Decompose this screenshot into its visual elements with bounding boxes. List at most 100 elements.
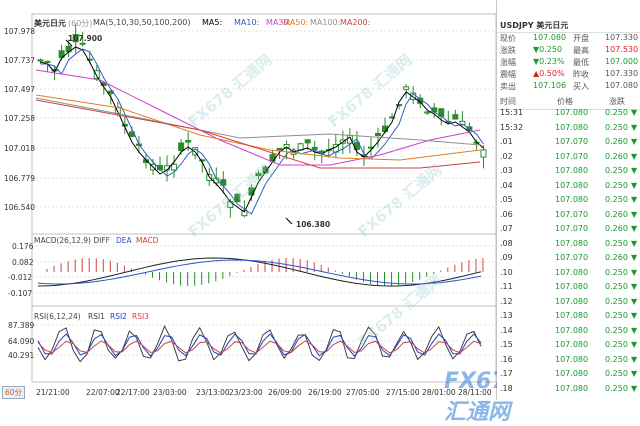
quote-field-value: ▲0.50% bbox=[533, 69, 565, 78]
tick-price: 107.080 bbox=[555, 340, 589, 349]
tick-time: .06 bbox=[500, 209, 513, 219]
macd-header: MACD(26,12,9) DIFF bbox=[34, 236, 110, 245]
down-arrow-icon: ▼ bbox=[631, 369, 638, 378]
tick-change: 0.250 bbox=[605, 325, 628, 335]
tick-row[interactable]: .04 107.080 0.250 ▼ bbox=[497, 181, 640, 194]
tick-change: 0.250 bbox=[605, 311, 628, 320]
low-marker-label: 106.380 bbox=[296, 220, 331, 229]
tick-header-row: 时间 价格 涨跌 bbox=[497, 96, 640, 110]
macd-tick: 0.082 bbox=[12, 258, 34, 267]
col-change-header: 涨跌 bbox=[609, 97, 625, 106]
tick-row[interactable]: .16 107.080 0.250 ▼ bbox=[497, 355, 640, 368]
tick-row[interactable]: .12 107.080 0.250 ▼ bbox=[497, 297, 640, 310]
candle-body bbox=[318, 150, 325, 153]
tick-change: 0.250 bbox=[605, 340, 628, 349]
chart-canvas[interactable] bbox=[0, 0, 497, 400]
candle-body bbox=[100, 82, 107, 86]
chart-period-label: (60分) bbox=[68, 19, 93, 28]
candle-body bbox=[220, 179, 227, 186]
candle-body bbox=[79, 42, 86, 45]
tick-row[interactable]: .02 107.070 0.260 ▼ bbox=[497, 152, 640, 165]
tick-row[interactable]: .05 107.080 0.250 ▼ bbox=[497, 195, 640, 208]
quote-field-label: 现价 bbox=[500, 34, 516, 43]
candle-body bbox=[375, 132, 381, 137]
tick-row[interactable]: .14 107.080 0.250 ▼ bbox=[497, 326, 640, 339]
candle-body bbox=[424, 111, 431, 114]
time-axis-label: 23/03:00 bbox=[153, 388, 187, 397]
tick-row[interactable]: .09 107.070 0.260 ▼ bbox=[497, 253, 640, 266]
time-axis-label: 23/13:00 bbox=[196, 388, 230, 397]
quote-field-label: 买入 bbox=[573, 82, 589, 91]
down-arrow-icon: ▼ bbox=[631, 383, 638, 393]
rsi-tick: 40.291 bbox=[8, 351, 35, 360]
time-axis-label: 28/01:00 bbox=[422, 388, 456, 397]
quote-title-row: USDJPY 美元日元 bbox=[497, 20, 640, 33]
down-arrow-icon: ▼ bbox=[631, 238, 638, 248]
tick-change: 0.250 bbox=[605, 195, 628, 204]
kline-chart-panel[interactable]: 美元日元 (60分) MA(5,10,30,50,100,200) MA5: MA… bbox=[0, 0, 522, 425]
tick-change: 0.250 bbox=[605, 122, 628, 132]
ma100-line bbox=[35, 97, 481, 146]
quote-field-value: 107.330 bbox=[605, 69, 639, 78]
time-axis-label: 28/11:00 bbox=[458, 388, 492, 397]
macd-tick: 0.176 bbox=[12, 242, 34, 251]
tick-row[interactable]: .01 107.070 0.260 ▼ bbox=[497, 137, 640, 150]
price-tick: 107.018 bbox=[4, 144, 36, 153]
tick-change: 0.250 bbox=[605, 296, 628, 306]
tick-row[interactable]: .17 107.080 0.250 ▼ bbox=[497, 369, 640, 382]
quote-field-row: 震幅 ▲0.50% 昨收 107.330 bbox=[497, 69, 640, 82]
quote-field-value: 107.080 bbox=[533, 33, 567, 42]
tick-price: 107.070 bbox=[555, 209, 589, 219]
tick-row[interactable]: .03 107.080 0.250 ▼ bbox=[497, 166, 640, 179]
tick-row[interactable]: .08 107.080 0.250 ▼ bbox=[497, 239, 640, 252]
tick-price: 107.070 bbox=[555, 224, 589, 233]
tick-price: 107.080 bbox=[555, 108, 589, 117]
tick-change: 0.250 bbox=[605, 166, 628, 175]
quote-field-label: 昨收 bbox=[573, 70, 589, 79]
price-tick: 106.540 bbox=[4, 203, 36, 212]
down-arrow-icon: ▼ bbox=[631, 180, 638, 190]
ma-legend-item: MA10: bbox=[234, 18, 260, 27]
ma5-line bbox=[40, 46, 484, 213]
candle-body bbox=[304, 139, 311, 144]
quote-field-value: 107.106 bbox=[533, 81, 567, 90]
candle-body bbox=[72, 34, 79, 43]
tick-row[interactable]: .15 107.080 0.250 ▼ bbox=[497, 340, 640, 353]
candle-body bbox=[234, 193, 241, 203]
time-axis-label: 22/17:00 bbox=[116, 388, 150, 397]
tick-time: .02 bbox=[500, 151, 513, 161]
tick-change: 0.250 bbox=[605, 369, 628, 378]
macd-diff-line bbox=[37, 257, 482, 287]
tick-row[interactable]: .13 107.080 0.250 ▼ bbox=[497, 311, 640, 324]
tick-price: 107.080 bbox=[555, 180, 589, 190]
tick-change: 0.250 bbox=[605, 180, 628, 190]
tick-row[interactable]: .06 107.070 0.260 ▼ bbox=[497, 210, 640, 223]
candle-body bbox=[185, 139, 192, 143]
rsi2-line bbox=[37, 333, 482, 357]
ma-legend-item: MA200: bbox=[340, 18, 371, 27]
tick-change: 0.260 bbox=[605, 137, 628, 146]
quote-field-row: 卖出 107.106 买入 107.080 bbox=[497, 81, 640, 94]
tick-row[interactable]: .07 107.070 0.260 ▼ bbox=[497, 224, 640, 237]
tick-time: .17 bbox=[500, 369, 513, 378]
ma30-line bbox=[35, 69, 481, 166]
col-price-header: 价格 bbox=[557, 97, 573, 106]
quote-field-value: ▼0.23% bbox=[533, 57, 565, 66]
tick-row[interactable]: 15:32 107.080 0.250 ▼ bbox=[497, 123, 640, 136]
tick-row[interactable]: 15:31 107.080 0.250 ▼ bbox=[497, 108, 640, 121]
tick-change: 0.250 bbox=[605, 267, 628, 277]
tick-change: 0.250 bbox=[605, 282, 628, 291]
period-button[interactable]: 60分 bbox=[2, 386, 26, 399]
candle-body bbox=[389, 116, 396, 119]
tick-row[interactable]: .10 107.080 0.250 ▼ bbox=[497, 268, 640, 281]
quote-field-row: 涨跌 ▼0.250 最高 107.530 bbox=[497, 45, 640, 58]
time-axis-label: 26/19:00 bbox=[308, 388, 342, 397]
quote-field-value: 107.530 bbox=[605, 45, 639, 54]
tick-change: 0.260 bbox=[605, 224, 628, 233]
candle-body bbox=[199, 159, 206, 162]
down-arrow-icon: ▼ bbox=[631, 311, 638, 320]
tick-row[interactable]: .11 107.080 0.250 ▼ bbox=[497, 282, 640, 295]
tick-time: .04 bbox=[500, 180, 513, 190]
rsi-pane-frame bbox=[31, 305, 497, 383]
tick-row[interactable]: .18 107.080 0.250 ▼ bbox=[497, 384, 640, 397]
